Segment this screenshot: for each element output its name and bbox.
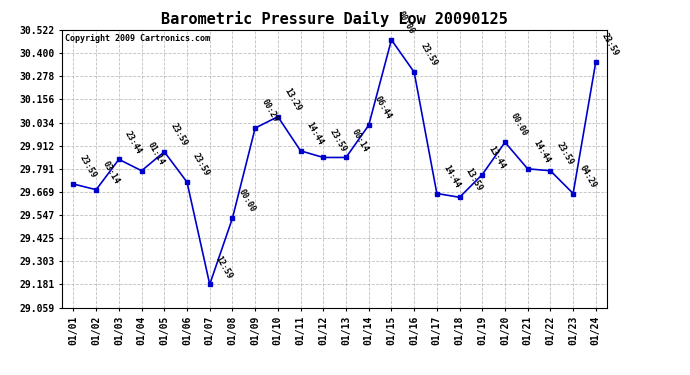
Text: 14:44: 14:44 xyxy=(305,120,325,147)
Text: Copyright 2009 Cartronics.com: Copyright 2009 Cartronics.com xyxy=(65,34,210,43)
Text: 00:00: 00:00 xyxy=(237,188,257,214)
Text: 23:59: 23:59 xyxy=(600,32,620,57)
Text: 23:59: 23:59 xyxy=(555,140,575,166)
Text: 23:44: 23:44 xyxy=(123,129,144,155)
Text: 13:29: 13:29 xyxy=(282,86,302,112)
Text: 13:59: 13:59 xyxy=(464,167,484,193)
Text: 12:59: 12:59 xyxy=(214,254,234,280)
Text: 23:59: 23:59 xyxy=(77,154,98,180)
Text: 06:44: 06:44 xyxy=(373,95,393,121)
Text: 03:14: 03:14 xyxy=(100,159,121,186)
Text: 00:00: 00:00 xyxy=(395,9,416,36)
Text: 14:44: 14:44 xyxy=(441,163,462,189)
Text: 23:59: 23:59 xyxy=(418,42,439,68)
Text: 01:14: 01:14 xyxy=(146,140,166,166)
Text: 13:44: 13:44 xyxy=(486,144,506,170)
Text: 23:59: 23:59 xyxy=(191,152,211,178)
Title: Barometric Pressure Daily Low 20090125: Barometric Pressure Daily Low 20090125 xyxy=(161,12,508,27)
Text: 00:00: 00:00 xyxy=(509,112,529,138)
Text: 23:59: 23:59 xyxy=(168,122,189,148)
Text: 00:29: 00:29 xyxy=(259,98,279,124)
Text: 14:44: 14:44 xyxy=(532,138,552,165)
Text: 00:14: 00:14 xyxy=(350,127,371,153)
Text: 04:29: 04:29 xyxy=(578,163,598,189)
Text: 23:59: 23:59 xyxy=(328,127,348,153)
